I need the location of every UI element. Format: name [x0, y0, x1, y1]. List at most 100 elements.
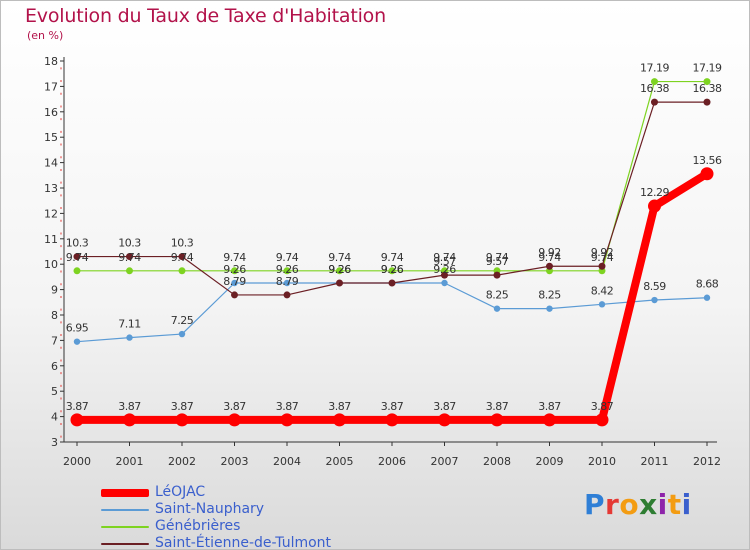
data-label: 3.87 — [381, 400, 404, 413]
data-point — [283, 267, 291, 275]
data-label: 3.87 — [538, 400, 561, 413]
x-tick-label: 2001 — [116, 455, 144, 468]
y-tick-label: 17 — [44, 80, 58, 93]
legend-swatch — [101, 526, 149, 528]
data-label: 9.57 — [433, 255, 456, 268]
data-label: 16.38 — [693, 82, 722, 95]
data-point — [493, 305, 501, 312]
data-point — [546, 262, 553, 270]
data-point — [126, 267, 133, 275]
data-point — [441, 271, 448, 279]
data-point — [280, 413, 294, 427]
data-label: 9.92 — [591, 246, 614, 259]
data-point — [73, 253, 81, 261]
data-label: 8.25 — [538, 289, 561, 302]
data-point — [651, 296, 658, 304]
data-label: 9.26 — [433, 263, 456, 276]
data-label: 17.19 — [640, 62, 669, 75]
logo-letter: i — [657, 488, 668, 521]
y-tick-label: 18 — [44, 55, 58, 68]
data-label: 6.95 — [66, 322, 89, 335]
y-tick-label: 8 — [51, 309, 58, 322]
data-label: 8.25 — [486, 289, 509, 302]
data-point — [598, 301, 606, 308]
data-label: 9.26 — [223, 263, 246, 276]
y-tick-label: 14 — [44, 157, 58, 170]
x-tick-label: 2012 — [693, 455, 721, 468]
y-tick-label: 13 — [44, 182, 58, 195]
data-point — [336, 279, 343, 287]
data-label: 9.74 — [486, 251, 509, 264]
proxiti-logo: Proxiti — [584, 488, 692, 521]
data-point — [438, 413, 451, 427]
data-point — [388, 279, 396, 287]
x-tick-label: 2005 — [326, 455, 354, 468]
data-label: 10.3 — [171, 237, 194, 250]
data-point — [333, 413, 346, 427]
data-label: 9.26 — [381, 263, 404, 276]
data-label: 7.11 — [118, 318, 141, 331]
data-label: 13.56 — [693, 154, 722, 167]
data-point — [123, 413, 136, 427]
data-point — [388, 267, 396, 275]
data-point — [336, 267, 343, 275]
data-label: 17.19 — [693, 62, 722, 75]
data-point — [283, 291, 291, 299]
data-point — [700, 167, 714, 181]
x-tick-label: 2002 — [168, 455, 196, 468]
data-point — [175, 413, 189, 427]
legend-label: Génébrières — [155, 518, 241, 534]
x-tick-label: 2006 — [378, 455, 406, 468]
data-point — [703, 294, 711, 301]
data-label: 9.57 — [486, 255, 509, 268]
legend-label: Saint-Étienne-de-Tulmont — [155, 535, 332, 550]
data-label: 3.87 — [328, 400, 351, 413]
data-point — [493, 271, 501, 279]
data-label: 7.25 — [171, 314, 194, 327]
legend-label: Saint-Nauphary — [155, 501, 265, 517]
logo-letter: P — [584, 488, 606, 521]
data-point — [490, 413, 504, 427]
data-label: 9.74 — [66, 251, 89, 264]
data-point — [126, 334, 133, 341]
data-label: 9.74 — [328, 251, 351, 264]
x-tick-label: 2008 — [483, 455, 511, 468]
data-point — [178, 267, 186, 275]
data-label: 12.29 — [640, 186, 669, 199]
logo-letter: t — [667, 488, 682, 521]
data-point — [73, 267, 81, 275]
data-label: 9.26 — [328, 263, 351, 276]
data-label: 9.74 — [381, 251, 404, 264]
x-tick-label: 2010 — [588, 455, 616, 468]
y-tick-label: 16 — [44, 106, 58, 119]
y-tick-label: 10 — [44, 258, 58, 271]
x-tick-label: 2011 — [641, 455, 669, 468]
data-label: 10.3 — [66, 237, 89, 250]
data-point — [598, 262, 606, 270]
data-label: 9.74 — [538, 251, 561, 264]
y-tick-label: 4 — [51, 411, 58, 424]
data-point — [126, 253, 133, 261]
data-label: 3.87 — [276, 400, 299, 413]
logo-letter: i — [681, 488, 692, 521]
legend-swatch — [101, 509, 149, 511]
data-label: 9.26 — [328, 263, 351, 276]
data-point — [651, 78, 658, 86]
data-label: 3.87 — [486, 400, 509, 413]
x-tick-label: 2003 — [221, 455, 249, 468]
data-point — [703, 98, 711, 106]
data-label: 3.87 — [66, 400, 89, 413]
logo-letter: o — [619, 488, 640, 521]
data-label: 8.79 — [276, 275, 299, 288]
y-tick-label: 9 — [51, 284, 58, 297]
legend-label: LéOJAC — [155, 484, 206, 500]
data-point — [283, 279, 291, 287]
data-point — [73, 338, 81, 345]
y-tick-label: 7 — [51, 334, 58, 347]
data-label: 8.59 — [643, 280, 666, 293]
y-tick-label: 12 — [44, 207, 58, 220]
data-label: 9.26 — [381, 263, 404, 276]
data-label: 9.74 — [223, 251, 246, 264]
